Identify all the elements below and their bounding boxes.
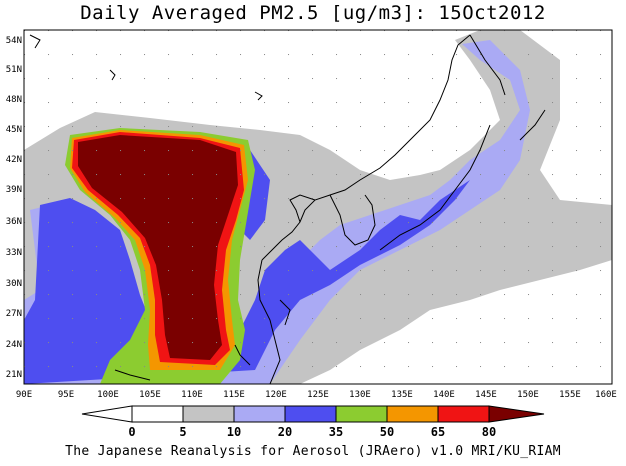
colorbar-tick: 20 [277, 425, 293, 439]
lat-label: 45N [5, 125, 22, 135]
lon-label: 155E [559, 390, 581, 400]
colorbar-segment-3 [233, 405, 286, 423]
colorbar-segment-1 [131, 405, 184, 423]
lon-label: 130E [349, 390, 371, 400]
lat-label: 36N [5, 217, 22, 227]
lat-label: 21N [5, 370, 22, 380]
colorbar-segment-8 [488, 405, 545, 423]
lon-label: 100E [97, 390, 119, 400]
grid-dots [24, 30, 612, 384]
colorbar-segment-6 [386, 405, 439, 423]
colorbar-segment-0 [81, 405, 133, 423]
lat-label: 24N [5, 340, 22, 350]
colorbar-tick: 10 [226, 425, 242, 439]
lon-label: 135E [391, 390, 413, 400]
colorbar-segment-4 [284, 405, 337, 423]
lat-label: 51N [5, 65, 22, 75]
lon-label: 95E [57, 390, 75, 400]
lat-label: 39N [5, 185, 22, 195]
colorbar-segment-2 [182, 405, 235, 423]
lon-label: 110E [181, 390, 203, 400]
coastlines [29, 34, 546, 384]
lon-label: 160E [595, 390, 617, 400]
footer-credit: The Japanese Reanalysis for Aerosol (JRA… [65, 444, 561, 459]
colorbar-tick: 80 [481, 425, 497, 439]
colorbar [81, 405, 545, 423]
lon-label: 145E [475, 390, 497, 400]
colorbar-tick: 35 [328, 425, 344, 439]
colorbar-tick: 65 [430, 425, 446, 439]
lon-label: 105E [139, 390, 161, 400]
colorbar-tick: 50 [379, 425, 395, 439]
lat-label: 42N [5, 155, 22, 165]
colorbar-segment-7 [437, 405, 490, 423]
lon-label: 115E [223, 390, 245, 400]
lon-label: 120E [265, 390, 287, 400]
lat-label: 33N [5, 248, 22, 258]
lon-label: 125E [307, 390, 329, 400]
lon-label: 140E [433, 390, 455, 400]
map-title: Daily Averaged PM2.5 [ug/m3]: 15Oct2012 [80, 2, 546, 24]
colorbar-tick: 5 [179, 425, 187, 439]
lat-label: 54N [5, 36, 22, 46]
lat-label: 27N [5, 309, 22, 319]
colorbar-segment-5 [335, 405, 388, 423]
lat-label: 48N [5, 95, 22, 105]
lat-label: 30N [5, 279, 22, 289]
map-frame [23, 29, 613, 385]
colorbar-tick: 0 [128, 425, 136, 439]
lon-label: 150E [517, 390, 539, 400]
lon-label: 90E [15, 390, 33, 400]
